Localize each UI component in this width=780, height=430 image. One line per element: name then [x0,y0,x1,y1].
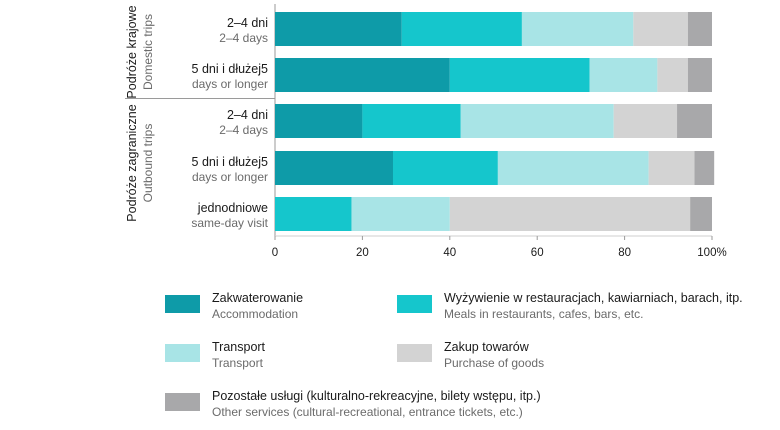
x-tick-label: 60 [531,247,544,259]
bar-segment-1-1 [449,58,590,92]
x-tick-label: 0 [272,247,278,259]
bar-segment-0-4 [687,12,712,46]
group-label: Podróże krajowe [125,5,139,98]
x-tick-label: 80 [618,247,631,259]
group-label: Podróże zagraniczne [125,104,139,221]
category-sublabel: days or longer [192,170,268,184]
bar-segment-0-1 [401,12,522,46]
category-label: 2–4 dni [227,16,268,30]
bar-segment-3-2 [497,151,649,185]
bar-segment-3-0 [275,151,393,185]
bar-segment-4-2 [351,197,450,231]
bar-segment-1-3 [657,58,688,92]
bar-segment-0-3 [633,12,688,46]
bar-segment-3-4 [694,151,715,185]
bar-segment-2-4 [677,104,712,138]
group-sublabel: Domestic trips [141,14,155,90]
bar-segment-1-0 [275,58,450,92]
bar-segment-0-2 [521,12,634,46]
category-sublabel: 2–4 days [219,123,268,137]
bar-segment-1-2 [589,58,658,92]
x-tick-label: 40 [443,247,456,259]
bar-segment-4-1 [275,197,352,231]
category-sublabel: same-day visit [191,216,268,230]
x-tick-label: 20 [356,247,369,259]
bar-segment-2-1 [362,104,461,138]
bar-segment-2-0 [275,104,363,138]
bar-segment-4-4 [690,197,712,231]
category-sublabel: days or longer [192,77,268,91]
category-label: 2–4 dni [227,108,268,122]
bar-segment-4-3 [449,197,691,231]
bar-segment-1-4 [687,58,712,92]
bars [275,12,715,231]
category-sublabel: 2–4 days [219,31,268,45]
category-label: 5 dni i dłużej5 [192,62,268,76]
bar-segment-2-2 [460,104,614,138]
bar-segment-2-3 [613,104,678,138]
bar-segment-0-0 [275,12,402,46]
category-label: jednodniowe [197,201,268,215]
x-tick-label: 100% [697,247,726,259]
bar-segment-3-3 [648,151,695,185]
group-sublabel: Outbound trips [141,124,155,203]
category-label: 5 dni i dłużej5 [192,155,268,169]
bar-segment-3-1 [392,151,498,185]
x-axis-ticks: 0 20 40 60 80 100% [272,236,727,259]
